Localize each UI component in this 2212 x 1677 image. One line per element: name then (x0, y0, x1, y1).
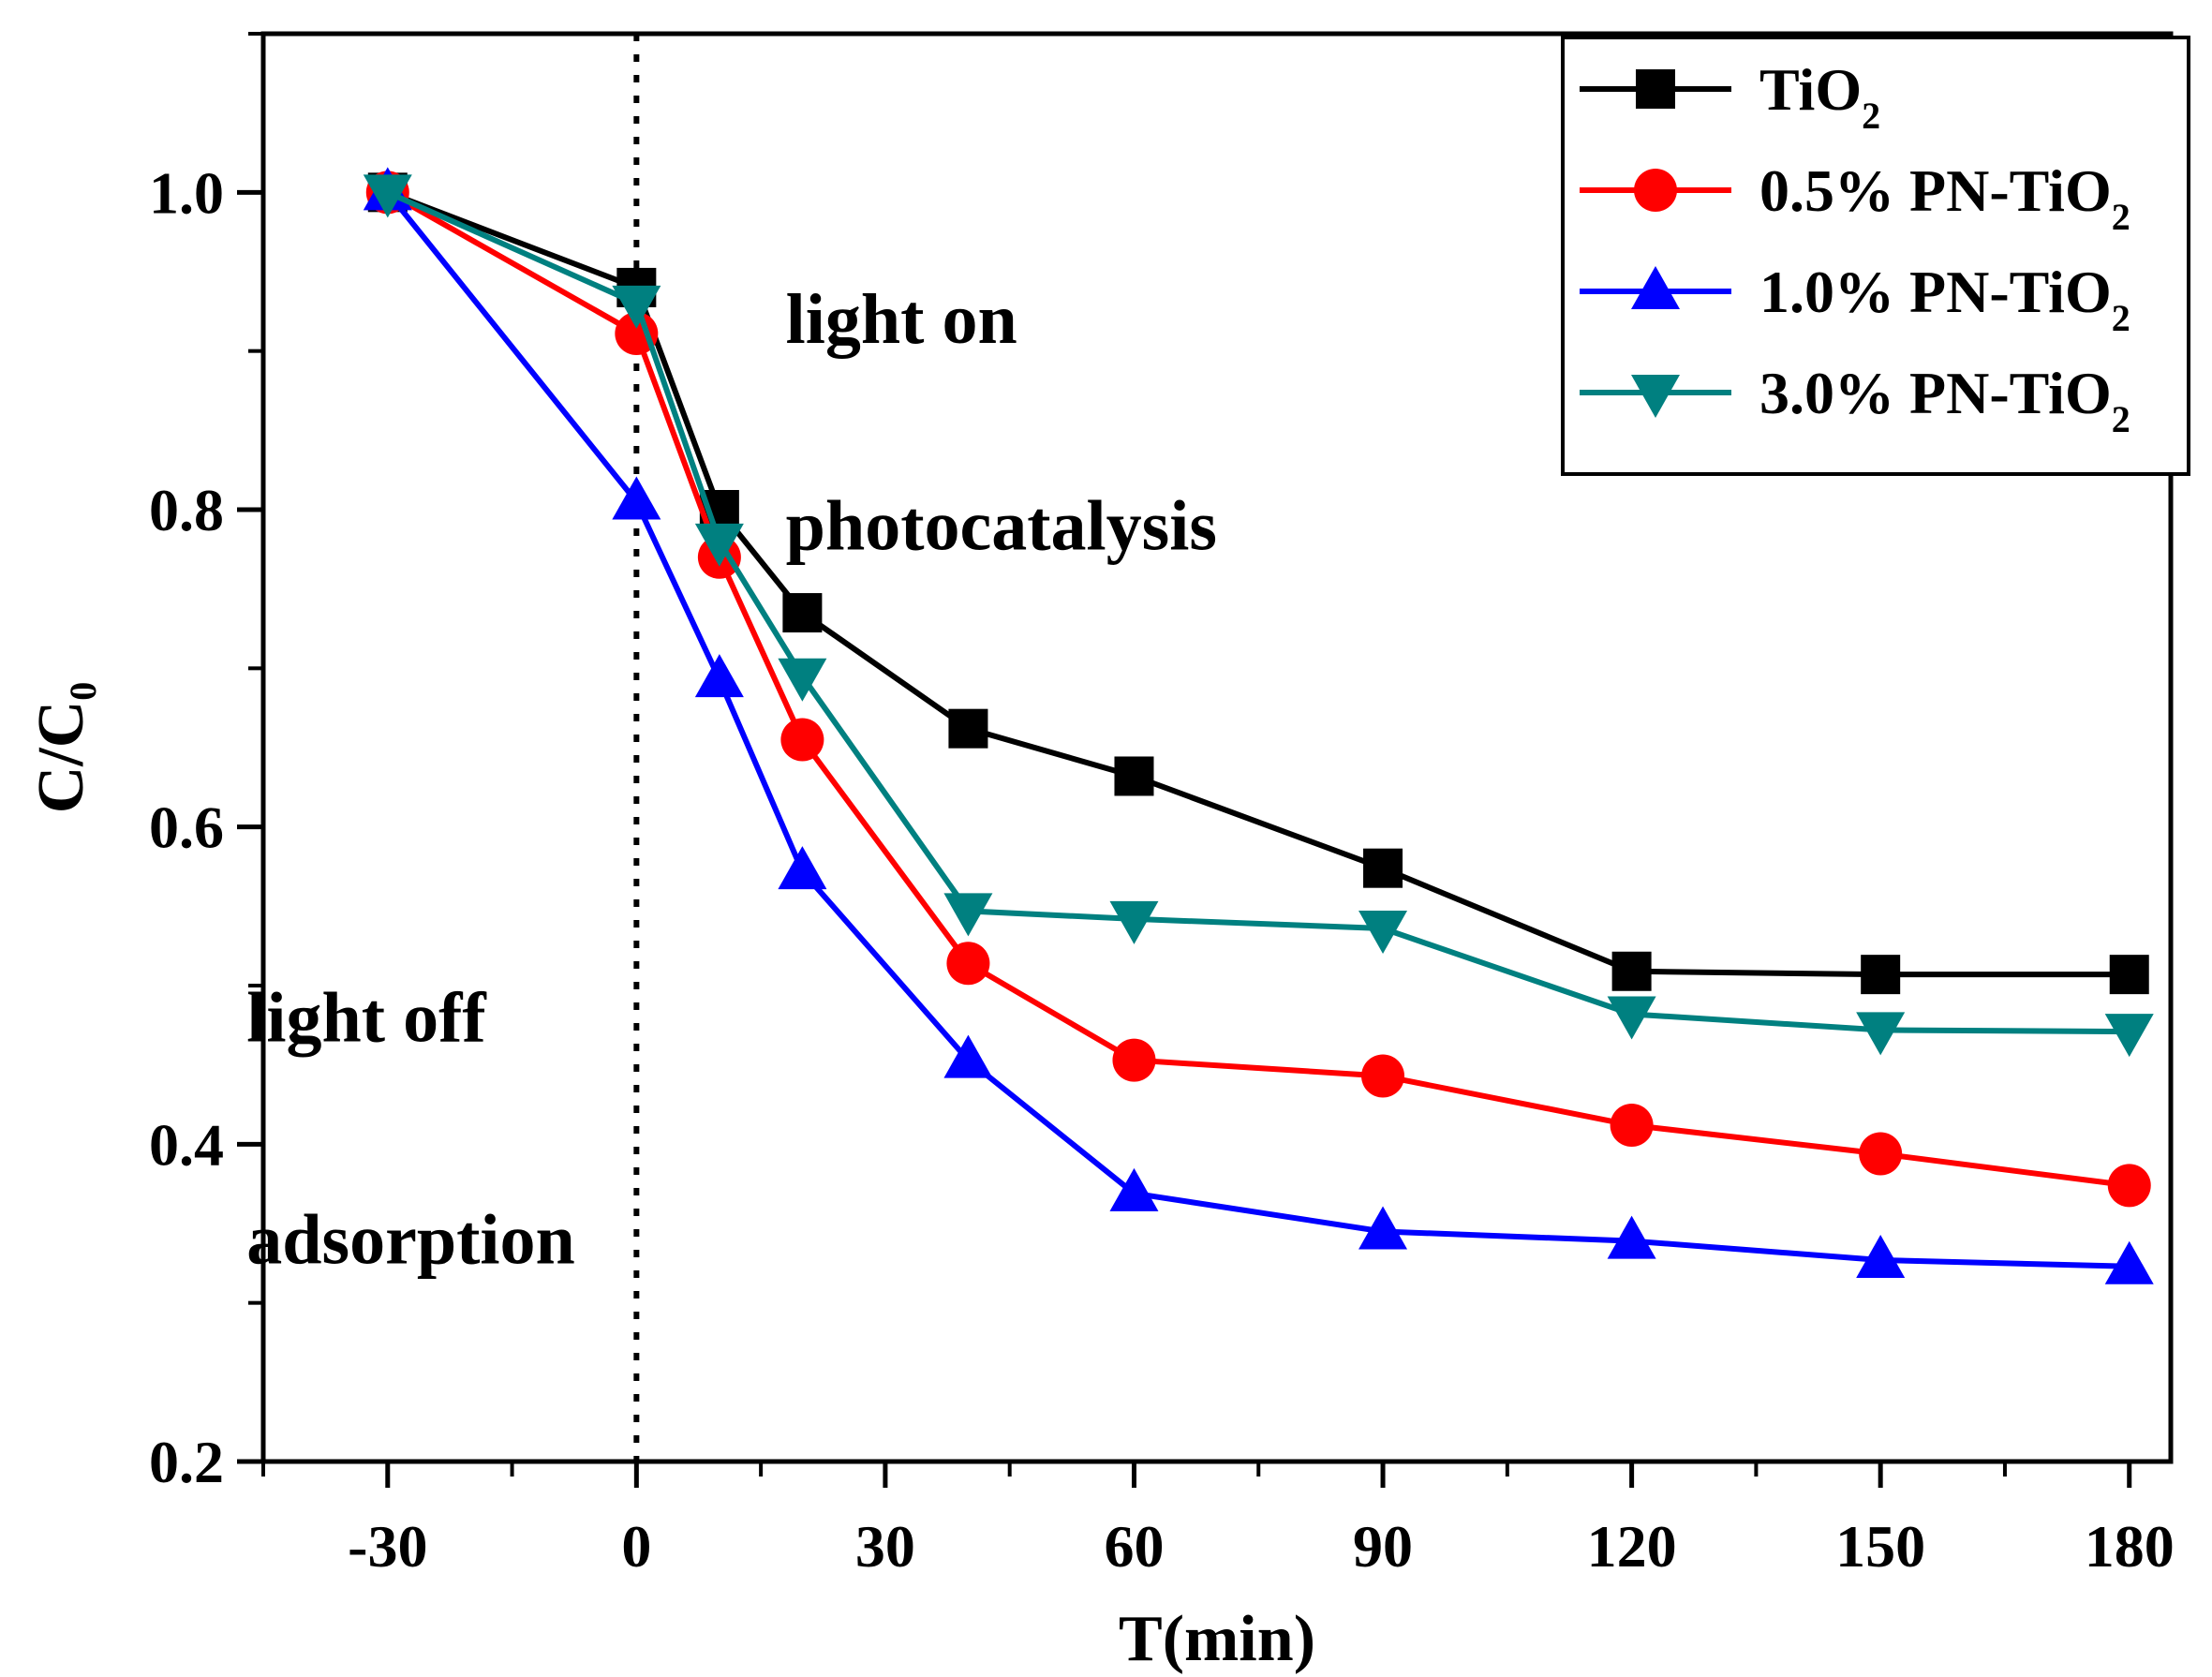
data-point (615, 312, 659, 356)
data-point (1607, 996, 1656, 1040)
data-point (1611, 951, 1652, 991)
annotation-1: photocatalysis (786, 486, 1217, 565)
series-3 (363, 174, 2154, 1058)
legend-label-main: 3.0% PN-TiO (1759, 360, 2112, 426)
data-point (782, 593, 823, 633)
data-point (1358, 911, 1408, 955)
x-axis-title: T(min) (1119, 1603, 1315, 1675)
data-point (943, 893, 993, 937)
legend-label-sub: 2 (2112, 398, 2130, 440)
y-axis-title: C/C0 (25, 682, 104, 814)
x-tick-label: 180 (2085, 1513, 2175, 1580)
data-point (694, 523, 744, 567)
x-tick-label: 60 (1104, 1513, 1164, 1580)
data-point (1861, 955, 1901, 995)
data-point (1361, 1054, 1405, 1098)
data-point (1856, 1234, 1906, 1278)
legend-label-1: 0.5% PN-TiO2 (1759, 157, 2130, 238)
annotations: light on photocatalysis light off adsorptio… (246, 280, 1217, 1279)
data-point (1112, 1038, 1156, 1082)
data-point (1109, 900, 1159, 944)
legend-swatch-marker (1634, 169, 1677, 212)
legend-label-0: TiO2 (1759, 56, 1880, 137)
legend-box (1561, 36, 2190, 476)
legend-label-sub: 2 (2112, 297, 2130, 339)
annotation-2: light off (246, 978, 487, 1057)
legend-label-main: 0.5% PN-TiO (1759, 157, 2112, 224)
data-point (2104, 1240, 2154, 1284)
x-tick-label: 150 (1835, 1513, 1925, 1580)
legend-label-sub: 2 (2112, 196, 2130, 238)
y-tick-label: 0.4 (149, 1111, 224, 1178)
data-point (1859, 1132, 1903, 1176)
legend-label-2: 1.0% PN-TiO2 (1759, 259, 2130, 339)
data-point (946, 942, 990, 986)
data-point (780, 718, 824, 762)
data-point (2104, 1014, 2154, 1058)
y-axis-title-sub: 0 (62, 682, 104, 701)
series-line (386, 189, 2130, 1189)
annotation-0: light on (786, 280, 1017, 359)
data-point (948, 708, 988, 749)
data-point (1607, 1215, 1656, 1259)
series-2 (363, 167, 2154, 1284)
y-tick-label: 0.6 (149, 794, 224, 861)
data-point (363, 174, 412, 218)
legend-swatch-marker (1636, 69, 1675, 109)
x-tick-label: 30 (855, 1513, 915, 1580)
series-line (385, 190, 2130, 1269)
data-point (1109, 1167, 1159, 1211)
y-tick-label: 0.8 (149, 477, 224, 543)
data-point (1114, 756, 1154, 796)
x-tick-label: 120 (1587, 1513, 1677, 1580)
x-tick-label: 0 (621, 1513, 651, 1580)
legend-label-3: 3.0% PN-TiO2 (1759, 360, 2130, 440)
y-axis-title-main: C/C (25, 701, 97, 814)
legend-swatch-marker (1631, 375, 1680, 418)
data-point (612, 476, 661, 520)
plot-frame (260, 31, 2174, 1464)
x-tick-label: 90 (1353, 1513, 1413, 1580)
series-group (363, 167, 2154, 1284)
series-line (386, 189, 2130, 1035)
annotation-3: adsorption (246, 1200, 575, 1279)
legend-label-sub: 2 (1862, 95, 1880, 137)
data-point (778, 658, 827, 702)
data-point (694, 654, 744, 698)
data-point (778, 846, 827, 890)
data-point (1610, 1104, 1654, 1148)
axes: -30 0 30 60 90 120 150 180 0.2 0.4 0.6 0.8 1.0 T(min)… (25, 31, 2175, 1675)
data-point (2107, 1164, 2151, 1208)
series-line (386, 189, 2130, 978)
data-point (1856, 1012, 1906, 1056)
data-point (612, 285, 661, 329)
data-point (1358, 1206, 1408, 1250)
y-tick-label: 1.0 (149, 159, 224, 226)
y-tick-label: 0.2 (149, 1429, 224, 1495)
legend-label-main: TiO (1759, 56, 1862, 123)
data-point (2109, 955, 2149, 995)
legend-swatch-marker (1631, 266, 1680, 309)
legend-label-main: 1.0% PN-TiO (1759, 259, 2112, 325)
data-point (1363, 848, 1403, 888)
x-tick-label: -30 (348, 1513, 427, 1580)
data-point (943, 1034, 993, 1078)
